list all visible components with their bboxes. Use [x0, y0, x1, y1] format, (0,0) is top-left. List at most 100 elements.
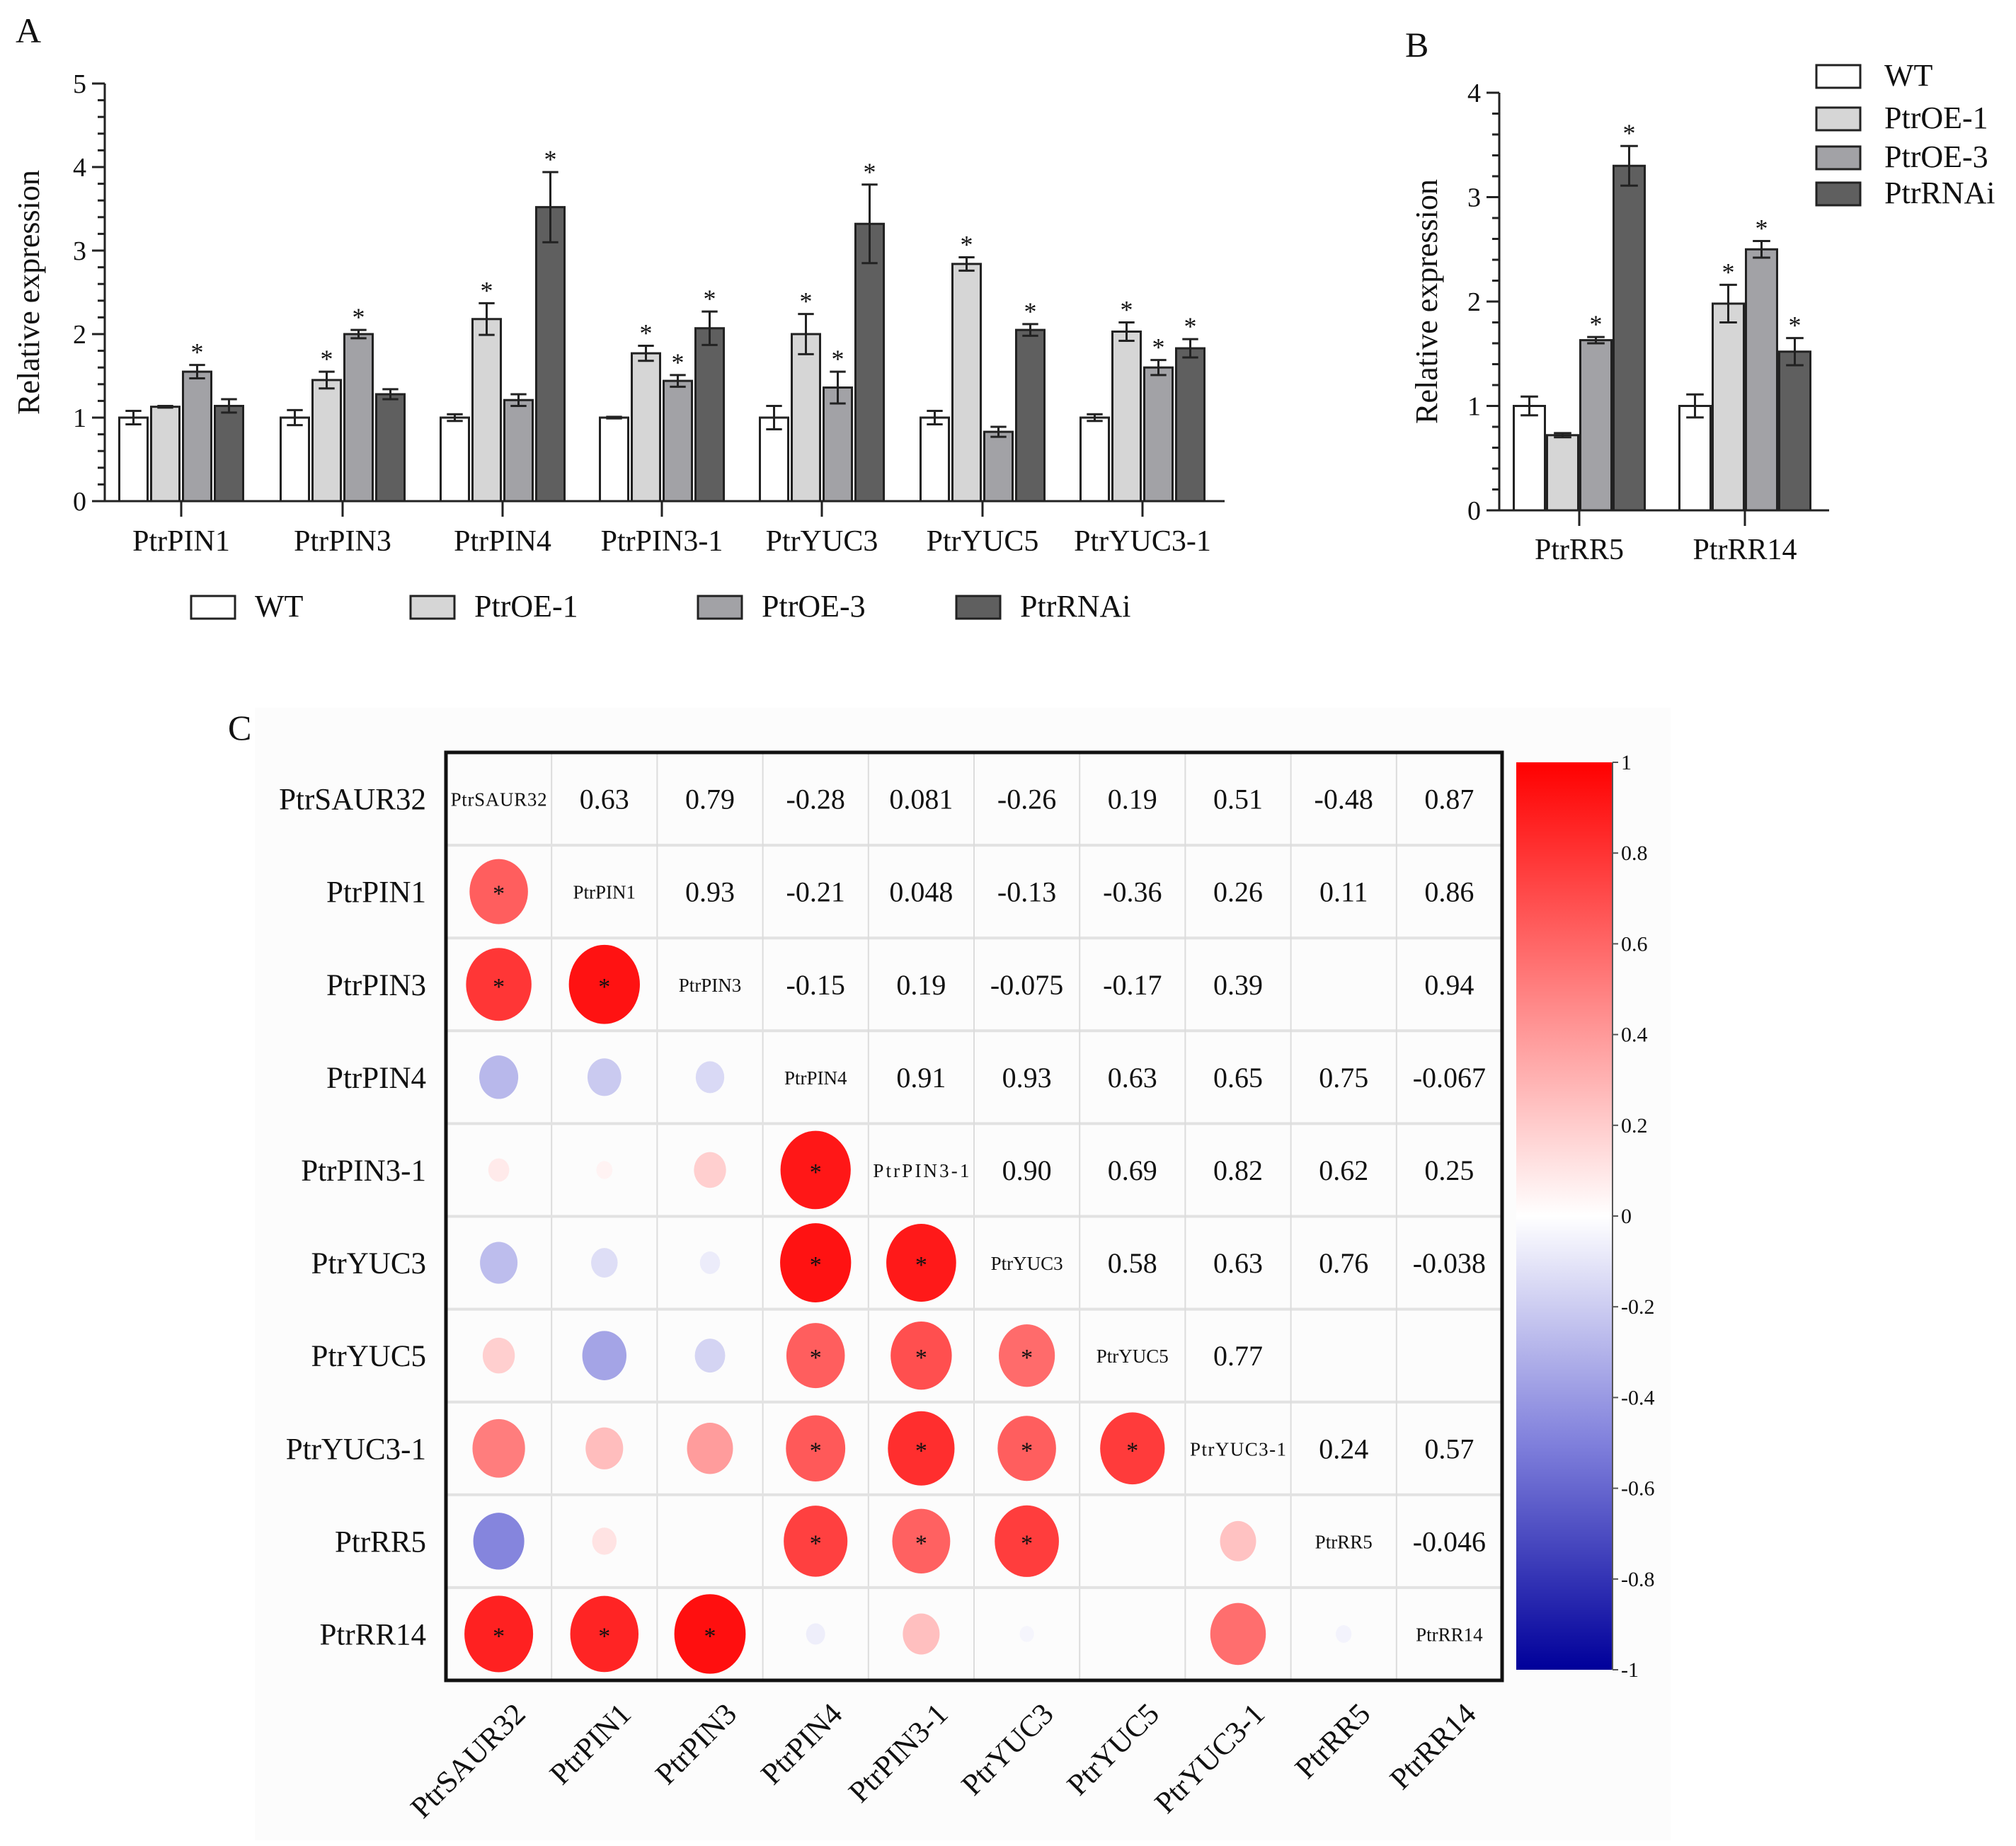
- significance-star: *: [810, 1345, 822, 1371]
- significance-star: *: [598, 1623, 610, 1649]
- bar-chart-a: 0 1 2 3 4 5 Relative expression PtrPIN1 * PtrPIN3…: [11, 69, 1225, 624]
- bar: [1778, 350, 1811, 512]
- correlation-value: 0.87: [1424, 784, 1474, 815]
- significance-star: *: [321, 345, 333, 373]
- correlation-value: -0.26: [997, 784, 1056, 815]
- diagonal-label: PtrPIN3-1: [873, 1160, 969, 1181]
- bar: [1079, 416, 1110, 503]
- significance-star: *: [832, 345, 844, 373]
- significance-star: *: [1024, 297, 1037, 326]
- correlation-circle: [998, 1324, 1055, 1387]
- significance-star: *: [493, 1623, 505, 1649]
- row-label: PtrPIN4: [326, 1062, 426, 1095]
- correlation-value: 0.19: [1108, 784, 1157, 815]
- correlation-value: -0.15: [786, 969, 845, 1001]
- correlation-circle: [892, 1508, 951, 1574]
- colorbar-tick-label: 0: [1621, 1205, 1632, 1228]
- diagonal-label: PtrRR5: [1315, 1531, 1373, 1552]
- x-tick-label: PtrPIN1: [132, 525, 230, 558]
- x-tick-label: PtrPIN3: [294, 525, 391, 558]
- bar: [440, 416, 470, 503]
- bar: [1143, 366, 1174, 503]
- x-tick-label: PtrRR14: [1693, 534, 1797, 566]
- correlation-value: -0.21: [786, 876, 845, 908]
- correlation-value: 0.62: [1319, 1154, 1368, 1186]
- diagonal-label: PtrPIN4: [784, 1067, 847, 1089]
- significance-star: *: [961, 230, 973, 258]
- significance-star: *: [915, 1530, 927, 1557]
- bar: [1579, 339, 1613, 512]
- correlation-value: -0.046: [1413, 1525, 1486, 1557]
- correlation-value: 0.51: [1213, 784, 1263, 815]
- correlation-circle: [1019, 1626, 1034, 1642]
- correlation-circle: [784, 1506, 848, 1577]
- colorbar-tick-label: 1: [1621, 751, 1632, 774]
- significance-star: *: [493, 881, 505, 907]
- x-tick-label: PtrYUC3-1: [1074, 525, 1211, 558]
- significance-star: *: [1590, 310, 1603, 338]
- legend-label: PtrOE-3: [1884, 139, 1988, 174]
- bar: [150, 406, 181, 503]
- significance-star: *: [1121, 295, 1133, 323]
- correlation-circle: [592, 1527, 617, 1555]
- bar: [823, 386, 853, 503]
- bar: [503, 399, 534, 503]
- significance-star: *: [544, 145, 557, 173]
- correlation-circle: [695, 1061, 725, 1094]
- correlation-circle: [786, 1415, 846, 1482]
- significance-star: *: [640, 319, 653, 348]
- significance-star: *: [1722, 258, 1735, 286]
- correlation-circle: [786, 1323, 845, 1389]
- legend-label: PtrRNAi: [1884, 176, 1995, 210]
- correlation-value: 0.93: [685, 876, 735, 908]
- y-tick-label: 2: [73, 320, 86, 350]
- correlation-value: 0.91: [896, 1062, 946, 1094]
- correlation-value: 0.69: [1108, 1154, 1157, 1186]
- correlation-value: 0.58: [1108, 1247, 1157, 1279]
- bar: [1712, 302, 1745, 512]
- legend-swatch: [1815, 181, 1862, 207]
- correlation-value: -0.28: [786, 784, 845, 815]
- significance-star: *: [1184, 312, 1197, 340]
- y-tick-label: 4: [1467, 79, 1481, 108]
- correlation-circle: [888, 1411, 955, 1486]
- bar: [1678, 405, 1712, 512]
- diagonal-label: PtrSAUR32: [451, 789, 547, 810]
- correlation-value: 0.24: [1319, 1433, 1368, 1464]
- diagonal-label: PtrYUC3: [991, 1253, 1063, 1274]
- correlation-circle: [480, 1242, 518, 1284]
- colorbar-tick-label: -0.4: [1621, 1386, 1655, 1409]
- correlation-value: 0.77: [1213, 1340, 1263, 1372]
- x-tick-label: PtrPIN3-1: [601, 525, 723, 558]
- correlation-circle: [469, 859, 528, 924]
- correlation-value: 0.93: [1002, 1062, 1052, 1094]
- bar: [280, 416, 310, 503]
- correlation-circle: [570, 1595, 639, 1673]
- legend-swatch: [409, 595, 456, 620]
- legend-swatch: [955, 595, 1002, 620]
- diagonal-label: PtrYUC5: [1096, 1346, 1169, 1367]
- correlation-circle: [903, 1613, 940, 1655]
- significance-star: *: [810, 1252, 822, 1278]
- y-tick-label: 1: [73, 403, 86, 433]
- correlation-value: 0.86: [1424, 876, 1474, 908]
- panel-label-a: A: [16, 11, 41, 50]
- bar: [854, 222, 885, 503]
- correlation-value: 0.79: [685, 784, 735, 815]
- legend-swatch: [1815, 145, 1862, 171]
- correlation-value: 0.081: [889, 784, 953, 815]
- bar: [535, 206, 566, 503]
- correlation-circle: [886, 1224, 956, 1302]
- panel-label-c: C: [228, 708, 251, 747]
- significance-star: *: [1789, 311, 1802, 340]
- colorbar-tick-label: -0.2: [1621, 1295, 1655, 1319]
- correlation-value: 0.63: [1108, 1062, 1157, 1094]
- correlation-circle: [473, 1513, 525, 1570]
- correlation-value: -0.36: [1103, 876, 1162, 908]
- significance-star: *: [1021, 1530, 1033, 1557]
- bar: [182, 370, 212, 503]
- colorbar-tick-label: 0.2: [1621, 1114, 1648, 1137]
- row-label: PtrSAUR32: [279, 784, 426, 817]
- correlation-value: 0.76: [1319, 1247, 1368, 1279]
